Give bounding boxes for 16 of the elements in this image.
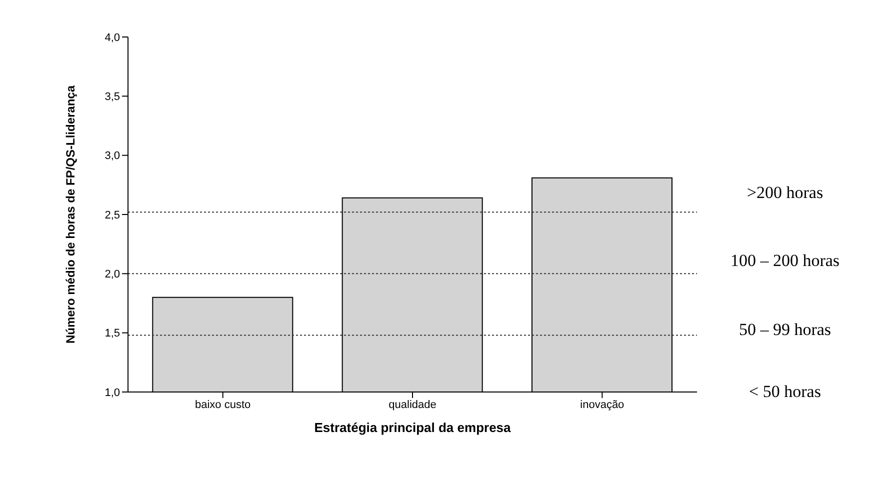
y-tick-label: 2,5 <box>104 209 120 222</box>
y-tick-label: 3,0 <box>104 150 120 162</box>
x-axis-title: Estratégia principal da empresa <box>314 420 512 435</box>
x-tick-label: baixo custo <box>195 398 251 411</box>
y-tick-label: 4,0 <box>104 32 120 44</box>
text: < 50 horas <box>748 382 822 402</box>
text: 50 – 99 horas <box>738 320 832 340</box>
y-tick-label: 3,5 <box>104 91 120 104</box>
y-axis-title: Número médio de horas de FP/QS-Lliderança <box>63 85 78 344</box>
x-tick-label: qualidade <box>388 398 436 411</box>
y-tick-label: 2,0 <box>104 268 120 281</box>
y-tick-label: 1,5 <box>104 328 120 340</box>
x-tick-label: inovação <box>580 398 624 411</box>
text: 100 – 200 horas <box>729 251 841 272</box>
text: >200 horas <box>746 182 824 203</box>
y-tick-label: 1,0 <box>104 386 120 399</box>
